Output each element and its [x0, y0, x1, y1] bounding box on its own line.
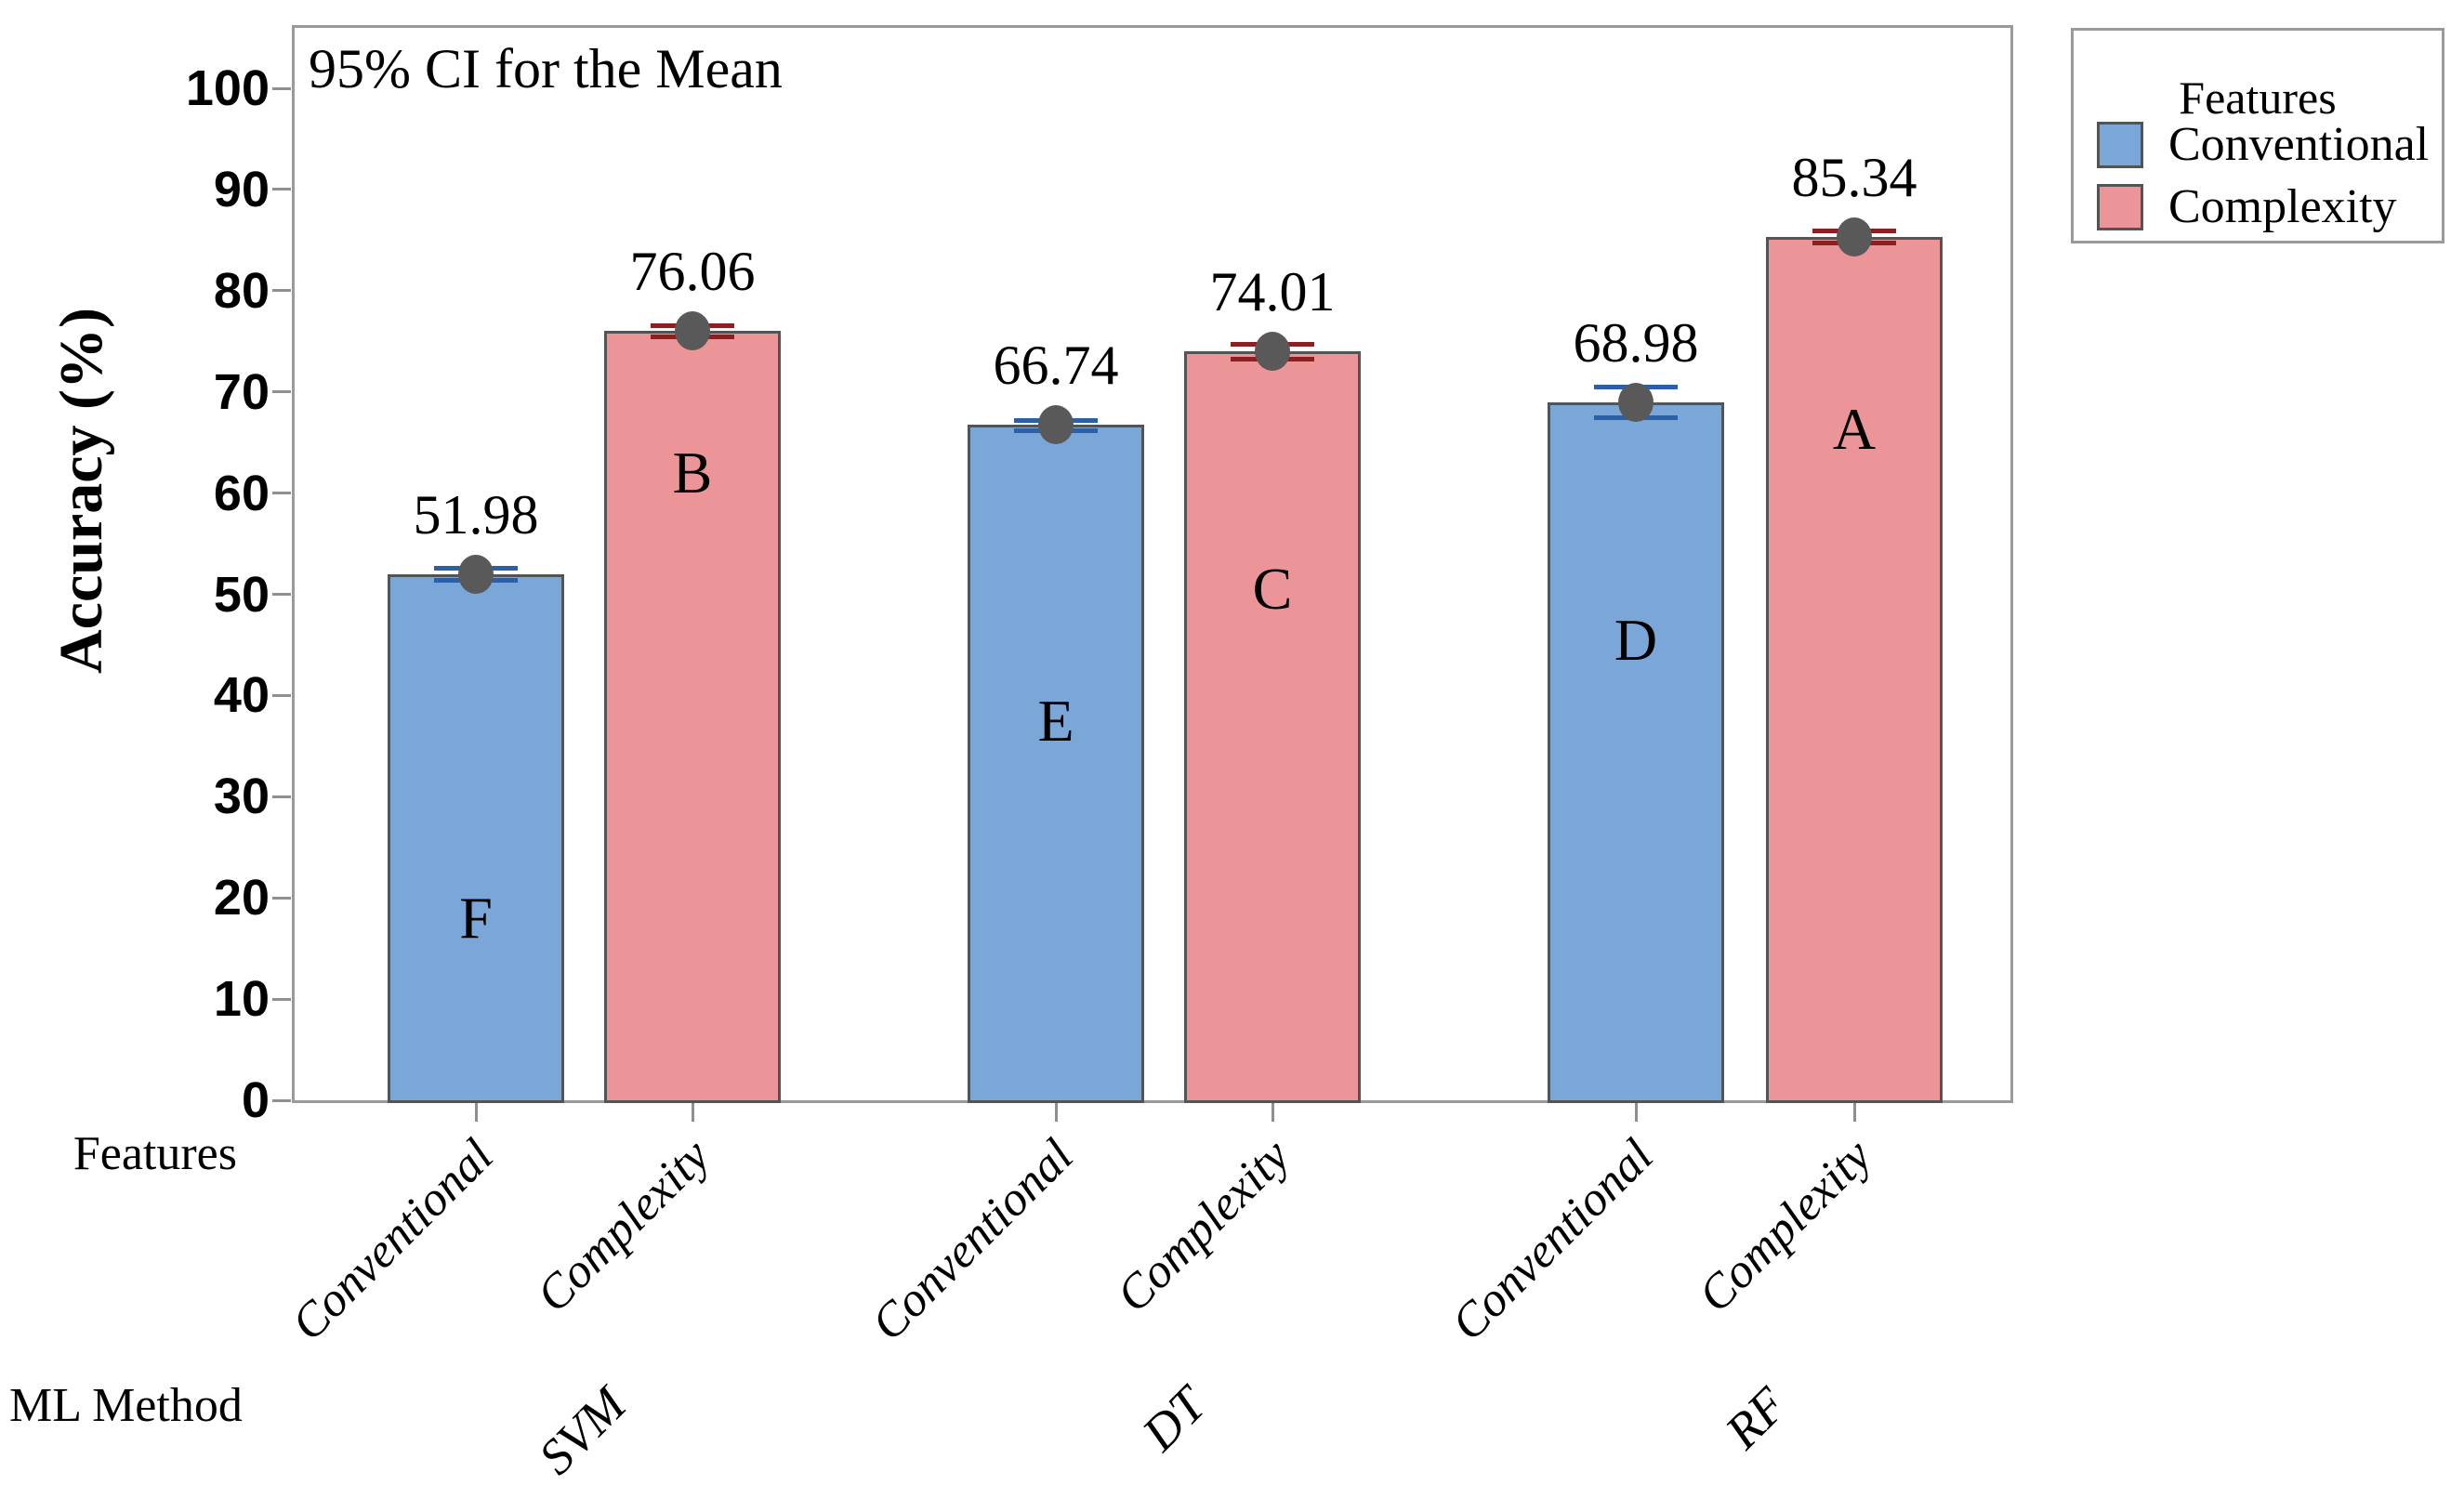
grouping-letter-b: B — [672, 439, 713, 506]
mean-value-label: 66.74 — [993, 335, 1119, 397]
y-axis-tick — [272, 896, 291, 900]
x-axis-tick — [691, 1103, 694, 1122]
bar-svm-complexity — [604, 330, 781, 1103]
y-axis-tick-label: 100 — [185, 60, 270, 116]
mean-dot-dt-complexity — [1255, 332, 1290, 372]
legend-title: Features — [2179, 72, 2337, 124]
bar-rf-conventional — [1548, 401, 1724, 1103]
y-axis-tick — [272, 289, 291, 293]
mean-dot-svm-complexity — [675, 310, 710, 350]
x-axis-tick — [1634, 1103, 1638, 1122]
legend-swatch-conventional — [2097, 122, 2143, 168]
bar-dt-complexity — [1184, 351, 1361, 1103]
mean-dot-dt-conventional — [1038, 405, 1074, 445]
mean-value-label: 85.34 — [1791, 146, 1917, 208]
bar-dt-conventional — [968, 425, 1144, 1103]
x-axis-method-row-label: ML Method — [9, 1379, 243, 1432]
mean-value-label: 76.06 — [629, 240, 756, 302]
mean-dot-rf-conventional — [1618, 382, 1654, 422]
mean-dot-rf-complexity — [1837, 217, 1872, 256]
plot-area — [292, 25, 2013, 1103]
y-axis-tick — [272, 997, 291, 1001]
legend: Features Conventional Complexity — [2071, 28, 2444, 243]
x-axis-features-row-label: Features — [72, 1127, 237, 1180]
y-axis-tick — [272, 795, 291, 798]
legend-label-complexity: Complexity — [2168, 180, 2397, 233]
mean-value-label: 51.98 — [413, 483, 539, 545]
grouping-letter-e: E — [1037, 687, 1074, 754]
y-axis-tick-label: 80 — [213, 262, 270, 319]
y-axis-tick-label: 10 — [213, 971, 270, 1028]
legend-swatch-complexity — [2097, 184, 2143, 230]
y-axis-tick — [272, 1098, 291, 1102]
mean-value-label: 68.98 — [1573, 311, 1699, 374]
x-axis-tick — [1054, 1103, 1058, 1122]
y-axis-tick-label: 30 — [213, 769, 270, 825]
grouping-letter-c: C — [1252, 556, 1293, 623]
mean-value-label: 74.01 — [1209, 261, 1336, 323]
y-axis-tick — [272, 492, 291, 495]
y-axis-tick-label: 20 — [213, 870, 270, 926]
bar-svm-conventional — [388, 573, 564, 1103]
y-axis-tick — [272, 693, 291, 697]
y-axis-tick — [272, 390, 291, 394]
chart-title: 95% CI for the Mean — [309, 38, 783, 99]
y-axis-tick-label: 70 — [213, 363, 270, 420]
y-axis-label: Accuracy (%) — [47, 308, 115, 675]
bar-rf-complexity — [1766, 236, 1943, 1103]
y-axis-tick — [272, 188, 291, 191]
x-axis-tick — [1271, 1103, 1274, 1122]
mean-dot-svm-conventional — [458, 554, 494, 594]
y-axis-tick-label: 0 — [241, 1072, 270, 1128]
y-axis-tick-label: 50 — [213, 566, 270, 623]
y-axis-tick-label: 40 — [213, 667, 270, 724]
grouping-letter-a: A — [1832, 395, 1877, 462]
y-axis-tick-label: 60 — [213, 465, 270, 521]
y-axis-tick — [272, 593, 291, 596]
y-axis-tick-label: 90 — [213, 161, 270, 217]
y-axis-tick — [272, 86, 291, 90]
grouping-letter-f: F — [459, 884, 493, 951]
grouping-letter-d: D — [1614, 606, 1658, 673]
x-axis-tick — [1852, 1103, 1856, 1122]
legend-label-conventional: Conventional — [2168, 118, 2430, 171]
x-axis-tick — [474, 1103, 478, 1122]
